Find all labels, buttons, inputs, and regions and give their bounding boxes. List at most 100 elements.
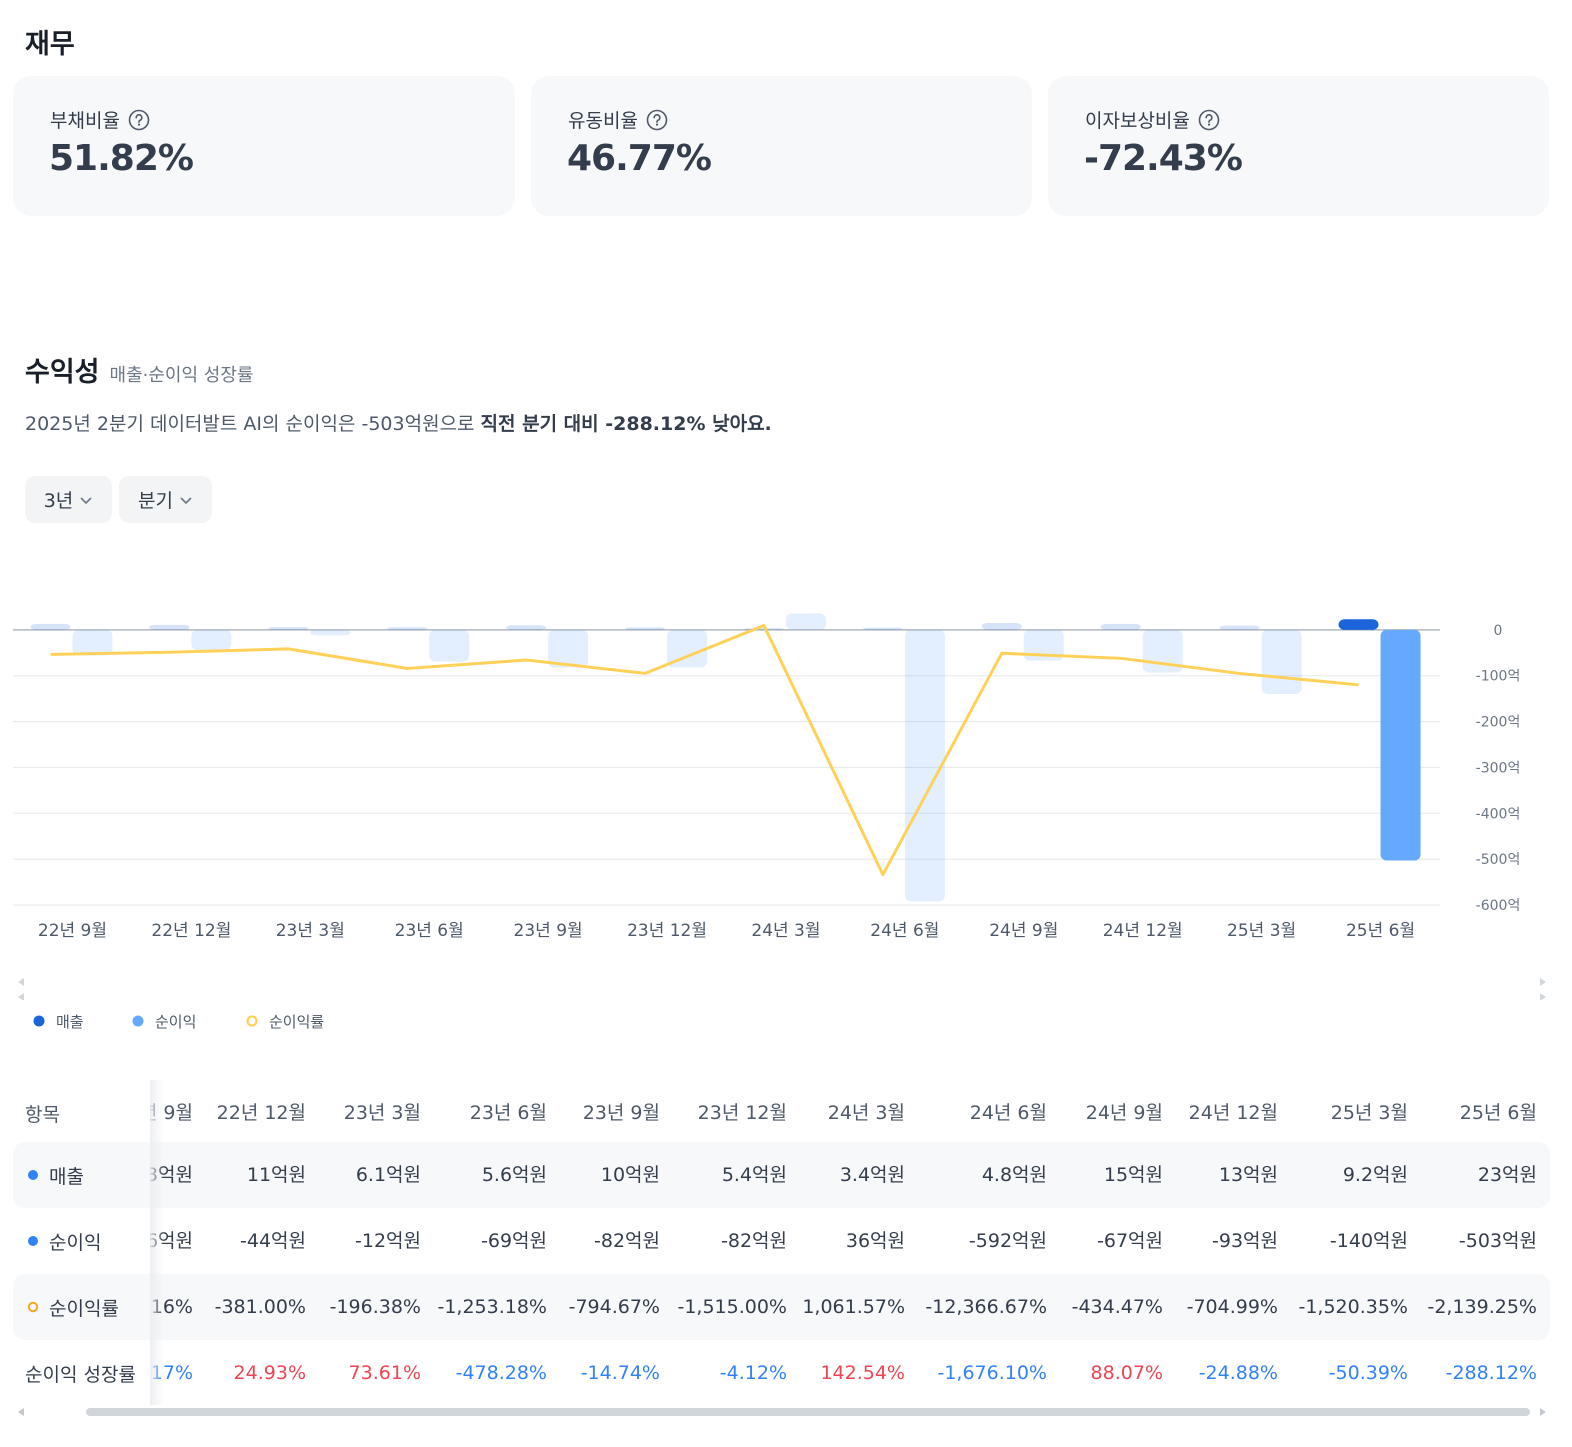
scroll-arrow — [18, 993, 24, 1000]
table-cell: -69억원 — [481, 1230, 547, 1252]
column-header: 24년 12월 — [1188, 1102, 1278, 1124]
metric-label: 유동비율 — [568, 110, 638, 132]
y-tick-label: -400억 — [1476, 806, 1521, 822]
help-icon[interactable] — [128, 109, 150, 131]
table-cell: 1,061.57% — [802, 1296, 905, 1318]
table-cell: -24.88% — [1198, 1362, 1278, 1384]
x-tick-label: 24년 6월 — [870, 921, 939, 941]
bar — [506, 625, 547, 630]
metric-label-row: 유동비율 — [568, 106, 668, 133]
bar — [1380, 629, 1421, 861]
scroll-left[interactable] — [18, 1408, 24, 1416]
profit-title: 수익성 — [25, 357, 100, 388]
y-tick-label: -100억 — [1476, 669, 1521, 685]
table-cell: 10억원 — [600, 1164, 660, 1186]
column-header: 22년 12월 — [216, 1102, 306, 1124]
help-icon[interactable] — [646, 109, 668, 131]
table-cell: -1,515.00% — [677, 1296, 787, 1318]
y-tick-label: -200억 — [1476, 715, 1521, 731]
table-cell: 23억원 — [1477, 1164, 1537, 1186]
table-row: -8.17%24.93%73.61%-478.28%-14.74%-4.12%1… — [13, 1340, 1550, 1405]
bar — [548, 629, 589, 668]
filter-dropdown[interactable]: 분기 — [119, 476, 212, 523]
filter-label: 분기 — [138, 490, 173, 512]
chevron-path — [180, 496, 192, 504]
metric-card: 부채비율 51.82% — [13, 76, 515, 216]
filter-dropdown[interactable]: 3년 — [25, 476, 112, 523]
table-cell: 142.54% — [820, 1362, 905, 1384]
metric-label: 부채비율 — [50, 110, 120, 132]
x-tick-label: 23년 6월 — [395, 921, 464, 941]
table-cell: -478.28% — [455, 1362, 547, 1384]
table-cell: -67억원 — [1097, 1230, 1163, 1252]
row-label: 순이익률 — [13, 1274, 164, 1340]
column-header: 25년 6월 — [1459, 1102, 1537, 1124]
help-mark — [653, 113, 661, 123]
table-cell: 73.61% — [348, 1362, 421, 1384]
legend-label: 순이익률 — [269, 1012, 325, 1031]
x-tick-label: 23년 9월 — [514, 921, 583, 941]
column-header: 23년 6월 — [469, 1102, 547, 1124]
column-header: 24년 9월 — [1085, 1102, 1163, 1124]
scroll-thumb[interactable] — [86, 1408, 1530, 1416]
help-dot — [655, 123, 659, 126]
y-tick-label: -500억 — [1476, 852, 1521, 868]
header-label: 항목 — [13, 1080, 164, 1146]
legend-label: 매출 — [56, 1012, 84, 1031]
scroll-right[interactable] — [1540, 1408, 1546, 1416]
x-tick-label: 24년 9월 — [989, 921, 1058, 941]
row-marker — [27, 1301, 39, 1313]
bar — [1219, 625, 1260, 630]
row-label-text: 순이익 — [49, 1231, 102, 1254]
metric-value: 51.82% — [49, 138, 194, 179]
legend-marker — [246, 1015, 258, 1027]
help-circle — [646, 109, 668, 130]
x-tick-label: 22년 9월 — [38, 921, 107, 941]
scrollbar[interactable] — [0, 1400, 1572, 1426]
y-tick-label: 0 — [1494, 623, 1503, 639]
profit-subtitle: 매출·순이익 성장률 — [109, 365, 254, 386]
scroll-arrow — [18, 978, 24, 986]
column-header: 23년 9월 — [582, 1102, 660, 1124]
table-cell: -14.74% — [580, 1362, 660, 1384]
column-header: 24년 6월 — [969, 1102, 1047, 1124]
column-header: 23년 3월 — [343, 1102, 421, 1124]
metric-value: 46.77% — [567, 138, 712, 179]
metric-card: 유동비율 46.77% — [531, 76, 1032, 216]
bar — [862, 627, 903, 630]
x-tick-label: 23년 3월 — [276, 921, 345, 941]
y-tick-label: -300억 — [1476, 760, 1521, 776]
table-cell: -82억원 — [594, 1230, 660, 1252]
table-cell: -140억원 — [1329, 1230, 1408, 1252]
column-header: 23년 12월 — [697, 1102, 787, 1124]
table-cell: -93억원 — [1212, 1230, 1278, 1252]
table-cell: 36억원 — [845, 1230, 905, 1252]
row-label-text: 순이익률 — [49, 1297, 119, 1320]
row-dot — [28, 1170, 38, 1180]
scroll-arrow — [1540, 993, 1546, 1000]
table-cell: -381.00% — [214, 1296, 306, 1318]
bar — [904, 629, 945, 902]
table-cell: 11억원 — [246, 1164, 306, 1186]
metric-label: 이자보상비율 — [1085, 110, 1190, 132]
chevron — [180, 496, 192, 504]
legend-marker — [33, 1015, 45, 1027]
summary-emphasis: 직전 분기 대비 -288.12% 낮아요. — [480, 413, 772, 435]
y-tick-label: -600억 — [1476, 898, 1521, 914]
profit-header: 수익성 매출·순이익 성장률 — [25, 350, 253, 389]
row-label: 순이익 성장률 — [13, 1340, 164, 1405]
row-label: 매출 — [13, 1142, 164, 1208]
help-circle — [128, 109, 150, 130]
finance-title: 재무 — [25, 29, 75, 60]
table-row: 13억원 11억원 6.1억원 5.6억원 10억원 5.4억원 3.4억원 4.8억원 15억… — [13, 1142, 1550, 1208]
table-cell: 4.8억원 — [981, 1164, 1047, 1186]
row-label-text: 순이익 성장률 — [25, 1363, 136, 1386]
x-tick-label: 23년 12월 — [627, 921, 707, 941]
table-cell: 88.07% — [1090, 1362, 1163, 1384]
chevron-path — [80, 496, 92, 504]
table-cell: -1,676.10% — [937, 1362, 1047, 1384]
column-header: 25년 3월 — [1330, 1102, 1408, 1124]
bar — [149, 624, 190, 630]
table-cell: -196.38% — [329, 1296, 421, 1318]
help-icon[interactable] — [1198, 109, 1220, 131]
